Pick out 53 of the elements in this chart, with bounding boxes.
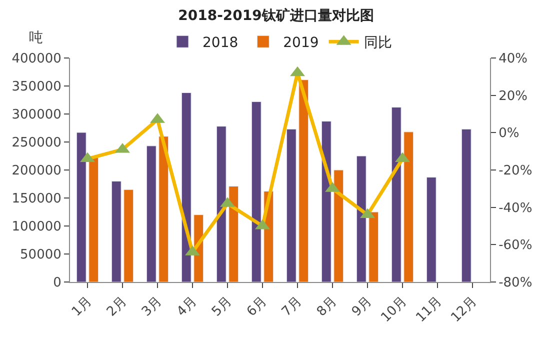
x-tick-label: 9月: [349, 294, 375, 320]
x-tick-label: 8月: [314, 294, 340, 320]
x-tick-label: 6月: [244, 294, 270, 320]
y-tick-label: 400000: [12, 52, 62, 67]
bar: [181, 92, 192, 282]
bar: [124, 189, 134, 282]
bar: [368, 212, 379, 282]
y-tick-label: 0: [53, 276, 62, 291]
y2-tick-label: -40%: [498, 200, 532, 216]
y2-tick-label: 0%: [498, 126, 520, 142]
y2-tick-label: 40%: [498, 52, 528, 67]
bar: [76, 132, 86, 282]
bar: [356, 156, 366, 282]
y-tick-label: 250000: [12, 136, 62, 151]
x-tick-label: 2月: [104, 294, 130, 320]
x-tick-label: 5月: [209, 294, 235, 320]
y2-tick-label: -80%: [498, 276, 532, 291]
x-tick-label: 3月: [139, 294, 165, 320]
x-tick-label: 1月: [69, 294, 95, 320]
legend-label: 2019: [283, 35, 319, 52]
bar: [111, 180, 122, 282]
y-tick-label: 100000: [12, 220, 62, 235]
bar: [158, 136, 169, 282]
bar: [251, 101, 262, 282]
y-axis-title: 吨: [29, 30, 43, 46]
bar: [461, 128, 472, 282]
x-tick-label: 7月: [279, 294, 305, 320]
bar: [321, 121, 332, 282]
legend-label: 同比: [364, 35, 392, 52]
x-tick-label: 11月: [413, 294, 445, 326]
y2-tick-label: -60%: [498, 238, 532, 254]
x-tick-label: 10月: [378, 294, 410, 326]
y-tick-label: 50000: [20, 248, 62, 263]
bar: [88, 157, 99, 282]
bar: [298, 80, 309, 282]
x-tick-label: 12月: [448, 294, 480, 326]
bar: [404, 132, 414, 282]
y-tick-label: 150000: [12, 192, 62, 207]
y2-tick-label: -20%: [498, 164, 532, 179]
bar: [146, 146, 156, 282]
legend-label: 2018: [202, 35, 238, 52]
y-tick-label: 350000: [12, 80, 62, 95]
bar: [334, 170, 344, 282]
bar: [216, 126, 226, 282]
y-tick-label: 200000: [12, 164, 62, 179]
x-tick-label: 4月: [174, 294, 200, 320]
bar: [426, 177, 436, 282]
y-tick-label: 300000: [12, 108, 62, 123]
bar: [391, 107, 402, 282]
y2-tick-label: 20%: [498, 88, 528, 104]
chart-title: 2018-2019钛矿进口量对比图: [178, 6, 374, 24]
bar: [286, 128, 296, 282]
bar: [228, 186, 239, 282]
